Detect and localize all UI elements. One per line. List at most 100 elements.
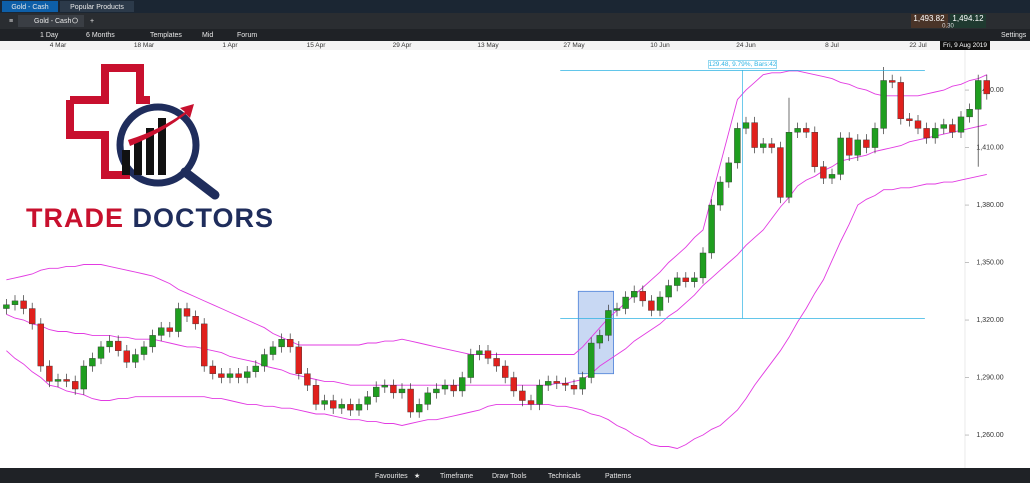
candle-body <box>949 124 956 133</box>
candle-body <box>493 358 500 367</box>
candle-body <box>192 316 199 325</box>
add-icon[interactable]: + <box>90 18 94 25</box>
candle-body <box>794 128 801 133</box>
candle-body <box>37 323 44 367</box>
candle-body <box>674 277 681 286</box>
candle-body <box>347 404 354 411</box>
candle-body <box>252 365 260 372</box>
y-tick-label: 1,290.00 <box>976 374 1003 381</box>
tab-inactive[interactable] <box>60 1 134 12</box>
menu-item[interactable]: Draw Tools <box>492 473 527 480</box>
candle-body <box>157 327 165 336</box>
candle-body <box>407 388 414 413</box>
candle-body <box>665 285 672 298</box>
candle-body <box>648 300 655 311</box>
sell-box[interactable] <box>911 14 948 28</box>
candle-body <box>235 373 242 378</box>
candle-body <box>390 385 397 394</box>
candle-body <box>510 377 517 392</box>
x-tick-label: 27 May <box>563 42 585 49</box>
candle-body <box>760 143 767 148</box>
menu-icon[interactable]: ≡ <box>9 18 13 25</box>
candle-body <box>433 388 440 394</box>
measure-label-box <box>708 60 777 69</box>
sell-price[interactable]: 1,493.82 <box>913 14 945 23</box>
candle-body <box>932 128 939 139</box>
candle-body <box>287 339 294 348</box>
logo-arrow <box>128 104 194 146</box>
tab[interactable]: Gold - Cash <box>11 4 48 11</box>
candle-body <box>983 80 990 95</box>
candle-body <box>123 350 131 363</box>
x-tick-label: 8 Jul <box>825 42 839 49</box>
spread: 0.30 <box>942 24 954 30</box>
candle-body <box>639 291 646 302</box>
candle-body <box>304 373 311 386</box>
candle-body <box>114 340 122 351</box>
star-icon[interactable]: ★ <box>414 472 420 480</box>
candle-body <box>295 346 302 374</box>
candle-body <box>545 381 552 386</box>
measure-label: 129.48, 9.79%, Bars:42 <box>709 61 777 68</box>
search-icon[interactable] <box>72 17 78 24</box>
candle-body <box>897 82 904 120</box>
candle-body <box>373 386 380 397</box>
y-tick-label: 1,320.00 <box>976 317 1003 324</box>
instrument-name[interactable]: Gold - Cash <box>34 18 71 25</box>
candle-body <box>605 310 612 336</box>
candle-body <box>338 404 345 409</box>
candle-body <box>467 354 474 378</box>
candle-body <box>588 342 595 378</box>
candle-body <box>261 354 268 367</box>
toolbar <box>0 29 1030 41</box>
candle-body <box>321 400 328 405</box>
bottom-bar <box>0 468 1030 483</box>
candle-body <box>596 335 603 344</box>
candle-body <box>519 390 526 401</box>
price-type[interactable]: Mid <box>202 32 213 39</box>
range[interactable]: 6 Months <box>86 32 115 39</box>
candle-body <box>906 118 913 121</box>
menu-item[interactable]: Favourites <box>375 473 408 480</box>
settings[interactable]: Settings <box>1001 32 1027 39</box>
buy-price[interactable]: 1,494.12 <box>952 14 984 23</box>
menu-item[interactable]: Technicals <box>548 473 581 480</box>
candle-body <box>89 358 96 367</box>
buy-box[interactable] <box>950 14 986 28</box>
chart: 1,260.00 1,290.00 1,320.00 1,350.00 1,380.00… <box>3 42 1004 449</box>
candle-body <box>768 143 775 148</box>
candle-body <box>364 396 371 405</box>
tab-active[interactable] <box>2 1 58 12</box>
candle-body <box>717 181 724 206</box>
candle-body <box>459 377 466 392</box>
candle-body <box>975 80 982 110</box>
candle-body <box>175 308 182 332</box>
logo-cross <box>70 64 150 104</box>
candle-body <box>278 339 285 348</box>
candle-body <box>854 139 861 156</box>
candle-body <box>183 308 191 317</box>
candle-body <box>871 128 879 148</box>
instrument-box[interactable] <box>18 15 84 27</box>
menu-item[interactable]: Patterns <box>605 473 632 480</box>
forum[interactable]: Forum <box>237 32 257 39</box>
instrument-bar <box>0 13 1030 29</box>
candle-body <box>708 204 715 254</box>
candle-body <box>622 296 629 309</box>
candle-body <box>570 385 578 390</box>
candle-body <box>631 291 638 298</box>
candle-body <box>441 385 449 390</box>
candle-body <box>656 296 664 311</box>
candle-body <box>200 323 208 367</box>
candle-body <box>562 383 569 386</box>
interval[interactable]: 1 Day <box>40 32 59 39</box>
logo-word: DOCTORS <box>133 203 275 233</box>
candle-body <box>803 128 810 133</box>
candle-body <box>966 109 973 118</box>
logo-word: TRADE <box>26 203 124 233</box>
candle-body <box>11 300 19 305</box>
tab[interactable]: Popular Products <box>70 4 124 11</box>
menu-item[interactable]: Timeframe <box>440 473 473 480</box>
templates[interactable]: Templates <box>150 32 182 39</box>
